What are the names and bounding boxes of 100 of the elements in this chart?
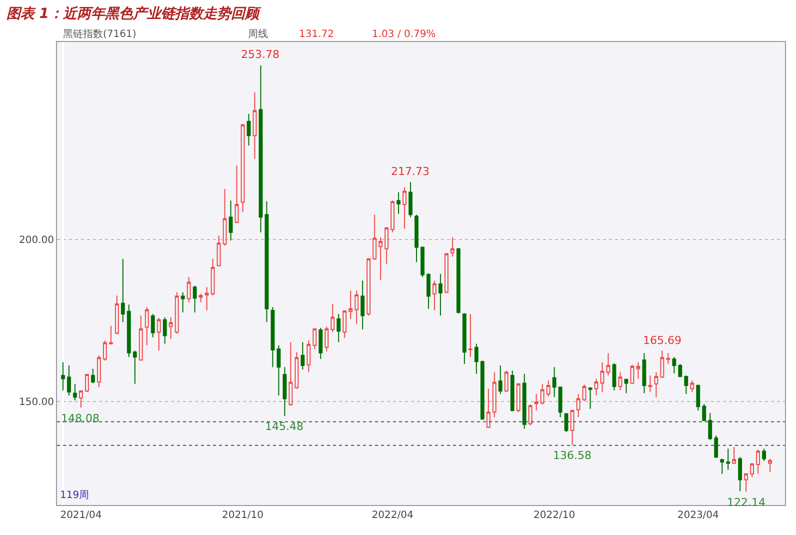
candlestick: [114, 295, 119, 335]
x-tick-label: 2022/10: [534, 510, 576, 521]
candlestick: [696, 384, 700, 411]
candlestick: [606, 352, 610, 376]
candlestick: [444, 252, 448, 294]
text: 131.72: [299, 29, 334, 40]
y-tick-label: 200.00: [19, 235, 54, 246]
candlestick: [198, 293, 203, 303]
candlestick: [144, 306, 149, 346]
candlestick: [84, 373, 89, 392]
candlestick: [228, 200, 233, 241]
candlestick: [156, 317, 161, 352]
candlestick: [240, 123, 245, 213]
candlestick: [594, 378, 598, 396]
candlestick: [462, 312, 466, 364]
candlestick: [366, 258, 371, 316]
candlestick: [360, 280, 365, 330]
candlestick: [402, 186, 406, 230]
candlestick: [714, 434, 718, 459]
candlestick: [732, 446, 736, 464]
candlestick: [738, 456, 742, 492]
candlestick: [372, 214, 377, 260]
candlestick: [576, 393, 580, 418]
candlestick: [684, 374, 688, 394]
candlestick: [180, 292, 185, 313]
y-tick-label: 150.00: [19, 396, 54, 408]
text: 1.03 / 0.79%: [372, 29, 436, 40]
candlestick: [210, 258, 215, 296]
candlestick: [672, 356, 676, 374]
candlestick: [222, 188, 227, 246]
candlestick: [726, 448, 730, 470]
candlestick: [486, 388, 490, 428]
candlestick: [582, 384, 586, 402]
candlestick: [102, 340, 107, 362]
candlestick: [96, 354, 101, 388]
candlestick: [126, 304, 131, 358]
candlestick: [534, 393, 538, 411]
candlestick: [750, 462, 754, 478]
candlestick: [288, 342, 293, 406]
candlestick: [654, 372, 658, 398]
candlestick: [192, 284, 197, 313]
text: 周线: [248, 28, 268, 40]
candlestick: [396, 192, 400, 214]
candlestick: [378, 236, 383, 280]
candlestick: [474, 343, 478, 374]
candlestick: [708, 412, 712, 440]
candlestick: [300, 342, 305, 370]
candlestick: [168, 316, 173, 340]
candlestick: [174, 292, 179, 334]
candlestick: [276, 344, 281, 396]
candlestick: [642, 352, 646, 394]
candlestick: [294, 352, 299, 390]
candlestick: [558, 386, 562, 418]
candlestick: [678, 363, 682, 378]
candlestick: [768, 458, 772, 472]
candlestick: [510, 370, 514, 412]
candlestick: [330, 303, 335, 333]
candlestick: [438, 273, 442, 316]
x-tick-label: 2023/04: [677, 510, 719, 521]
candlestick: [414, 214, 418, 263]
candlestick: [354, 290, 359, 324]
candlestick: [516, 382, 520, 413]
candlestick: [720, 458, 724, 474]
candlestick: [630, 364, 634, 384]
candlestick: [540, 383, 544, 406]
candlestick: [162, 316, 167, 344]
candlestick: [450, 236, 454, 258]
candlestick: [108, 325, 113, 345]
candlestick: [564, 412, 568, 433]
candlestick: [624, 378, 628, 394]
candlestick: [660, 350, 664, 378]
candlestick: [282, 366, 287, 417]
candlestick: [600, 362, 604, 392]
candlestick: [612, 362, 616, 391]
candlestick: [312, 328, 317, 350]
candlestick: [546, 380, 550, 398]
candlestick: [648, 374, 652, 392]
candlestick: [150, 313, 155, 338]
candlestick: [570, 409, 574, 446]
candlestick: [384, 226, 389, 264]
candlestick: [492, 372, 496, 418]
candlestick: [636, 362, 640, 380]
candlestick: [498, 364, 502, 394]
candlestick: [744, 472, 748, 492]
candlestick: [456, 247, 460, 314]
candlestick: [336, 313, 341, 343]
chart-title: 图表 1：近两年黑色产业链指数走势回顾: [6, 4, 262, 22]
candlestick: [132, 350, 137, 384]
candlestick: [252, 92, 257, 160]
candlestick: [666, 352, 670, 364]
candlestick: [528, 404, 532, 426]
candlestick: [318, 327, 323, 360]
candlestick: [246, 113, 251, 146]
candlestick: [552, 366, 556, 398]
annotation: 217.73: [391, 165, 430, 178]
candlestick: [258, 64, 263, 233]
candlestick: [408, 182, 412, 218]
candlestick: [324, 326, 329, 352]
candlestick: [204, 286, 209, 311]
candlestick: [390, 200, 395, 233]
